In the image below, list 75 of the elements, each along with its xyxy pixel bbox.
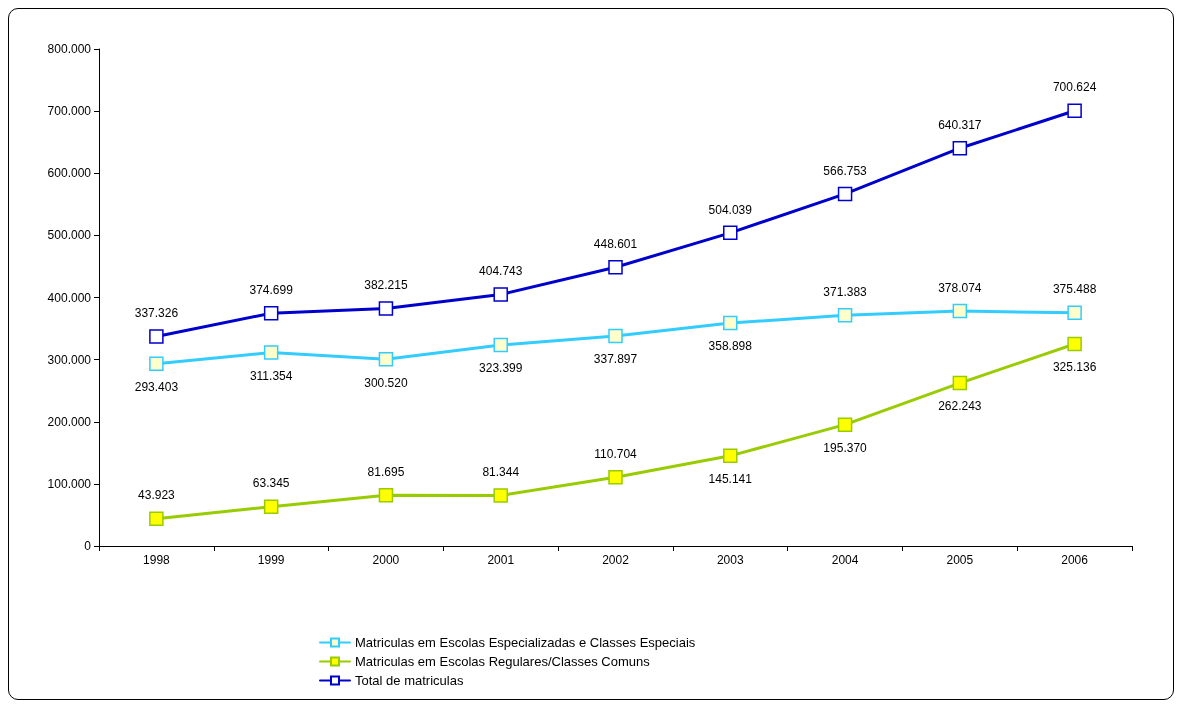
data-label: 358.898	[708, 339, 753, 354]
x-tick-label: 2000	[372, 553, 400, 567]
point	[493, 488, 508, 503]
point	[837, 417, 853, 432]
point	[952, 303, 968, 319]
x-tick-label: 2002	[602, 553, 630, 567]
data-label: 323.399	[479, 361, 523, 376]
point	[723, 225, 738, 241]
x-tick-label: 1998	[143, 553, 171, 567]
data-label: 404.743	[479, 264, 523, 279]
data-label: 640.317	[938, 117, 982, 132]
legend-label: Total de matriculas	[355, 673, 464, 688]
y-tick-label: 400.000	[47, 290, 92, 305]
point	[149, 356, 164, 371]
data-label: 110.704	[594, 446, 638, 461]
legend-label: Matriculas em Escolas Regulares/Classes Comuns	[355, 654, 651, 669]
data-label: 293.403	[134, 379, 179, 394]
point	[608, 260, 623, 275]
point	[263, 499, 279, 514]
data-label: 448.601	[593, 237, 638, 252]
y-tick-label: 300.000	[47, 352, 92, 367]
data-label: 63.345	[252, 476, 290, 491]
data-label: 371.383	[823, 285, 868, 300]
y-tick-label: 100.000	[47, 476, 92, 491]
legend-label: Matriculas em Escolas Especializadas e Classes Especiais	[355, 635, 696, 650]
point	[837, 308, 853, 323]
data-label: 378.074	[938, 280, 982, 295]
y-tick-label: 600.000	[47, 166, 92, 181]
data-label: 382.215	[364, 278, 408, 293]
point	[952, 375, 968, 391]
point	[1067, 305, 1082, 320]
point	[378, 488, 394, 503]
y-tick-label: 700.000	[47, 104, 92, 119]
x-tick-label: 2001	[487, 553, 515, 567]
x-tick-label: 2004	[831, 553, 859, 567]
y-tick-label: 500.000	[47, 228, 92, 243]
point	[149, 511, 164, 526]
data-label: 311.354	[249, 368, 293, 383]
data-label: 337.897	[593, 352, 638, 367]
point	[493, 337, 508, 353]
point	[837, 186, 853, 202]
point	[608, 328, 623, 344]
point	[723, 315, 738, 331]
x-tick-label: 2006	[1061, 553, 1089, 567]
point	[493, 287, 508, 302]
data-label: 81.344	[482, 465, 520, 480]
x-tick-label: 1999	[257, 553, 285, 567]
data-label: 43.923	[138, 488, 176, 503]
data-label: 566.753	[823, 163, 868, 178]
y-tick-label: 200.000	[47, 414, 92, 429]
point	[378, 301, 394, 316]
data-label: 337.326	[134, 306, 179, 321]
data-label: 262.243	[938, 399, 982, 414]
data-label: 374.699	[249, 282, 294, 297]
point	[723, 448, 738, 464]
point	[149, 329, 164, 344]
point	[378, 352, 394, 367]
y-tick-label: 0	[84, 539, 92, 553]
x-tick-label: 2005	[946, 553, 974, 567]
data-label: 700.624	[1052, 80, 1097, 95]
point	[1067, 103, 1082, 118]
data-label: 81.695	[367, 465, 405, 479]
point	[263, 305, 279, 321]
point	[1067, 336, 1082, 352]
data-label: 195.370	[823, 440, 868, 455]
data-label: 300.520	[364, 375, 408, 390]
data-label: 325.136	[1052, 360, 1097, 375]
x-tick-label: 2003	[716, 553, 744, 567]
data-label: 504.039	[708, 202, 753, 217]
point	[263, 345, 279, 360]
point	[608, 469, 623, 485]
data-label: 145.141	[708, 472, 753, 487]
y-tick-label: 800.000	[47, 42, 92, 56]
data-label: 375.488	[1052, 282, 1097, 297]
point	[952, 140, 968, 156]
